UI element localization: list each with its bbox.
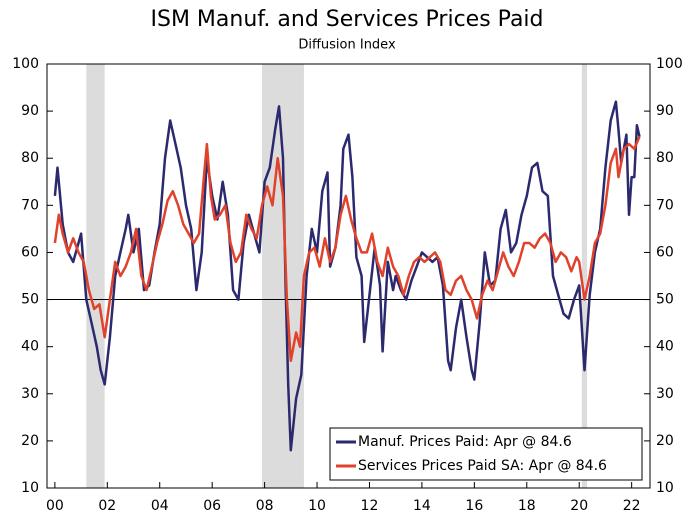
y2-tick-label: 20 xyxy=(656,433,674,449)
recession-shade xyxy=(261,64,304,488)
x-tick-label: 14 xyxy=(413,498,431,514)
legend-label: Manuf. Prices Paid: Apr @ 84.6 xyxy=(358,434,572,450)
y2-tick-label: 100 xyxy=(656,56,683,72)
y2-tick-label: 40 xyxy=(656,339,674,355)
y2-tick-label: 60 xyxy=(656,244,674,260)
x-tick-label: 10 xyxy=(308,498,326,514)
x-tick-label: 04 xyxy=(151,498,169,514)
plot-frame xyxy=(46,63,651,489)
chart-subtitle: Diffusion Index xyxy=(298,38,396,53)
y2-tick-label: 50 xyxy=(656,292,674,308)
x-tick-label: 18 xyxy=(518,498,536,514)
y2-tick-label: 90 xyxy=(656,103,674,119)
x-tick-label: 20 xyxy=(570,498,588,514)
x-tick-label: 12 xyxy=(361,498,379,514)
y-tick-label: 60 xyxy=(21,244,39,260)
y-tick-label: 20 xyxy=(21,433,39,449)
legend-box xyxy=(329,427,643,481)
x-tick-label: 16 xyxy=(465,498,483,514)
series-line xyxy=(53,136,641,363)
y-tick-label: 70 xyxy=(21,197,39,213)
x-tick-label: 02 xyxy=(98,498,116,514)
x-tick-label: 08 xyxy=(256,498,274,514)
y2-tick-label: 80 xyxy=(656,150,674,166)
y-tick-label: 50 xyxy=(21,292,39,308)
x-tick-label: 06 xyxy=(203,498,221,514)
x-tick-label: 22 xyxy=(623,498,641,514)
x-tick-label: 00 xyxy=(46,498,64,514)
y-tick-label: 80 xyxy=(21,150,39,166)
y2-tick-label: 10 xyxy=(656,480,674,496)
y-tick-label: 30 xyxy=(21,386,39,402)
y-tick-label: 100 xyxy=(12,56,39,72)
y2-tick-label: 70 xyxy=(656,197,674,213)
chart-title: ISM Manuf. and Services Prices Paid xyxy=(150,7,543,32)
y-tick-label: 40 xyxy=(21,339,39,355)
legend-label: Services Prices Paid SA: Apr @ 84.6 xyxy=(358,458,607,474)
y2-tick-label: 30 xyxy=(656,386,674,402)
y-tick-label: 10 xyxy=(21,480,39,496)
y-tick-label: 90 xyxy=(21,103,39,119)
recession-shade xyxy=(86,64,105,488)
recession-shade xyxy=(581,64,588,488)
